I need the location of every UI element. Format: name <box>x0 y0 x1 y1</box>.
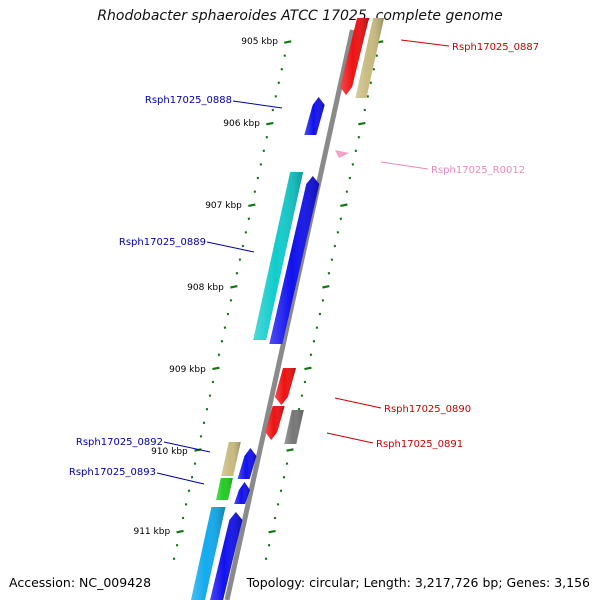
right-tick-mark <box>268 529 276 534</box>
svg-text:Rsph17025_0892: Rsph17025_0892 <box>76 437 163 448</box>
gene-label-Rsph17025_0889: Rsph17025_0889 <box>119 237 255 253</box>
orf-khaki-orf-0892 <box>221 442 241 476</box>
svg-text:Rsph17025_0889: Rsph17025_0889 <box>119 237 206 248</box>
left-tick-mark <box>230 285 238 289</box>
gene-label-Rsph17025_0887: Rsph17025_0887 <box>400 39 539 53</box>
gene-Rsph17025_0891 <box>265 406 285 440</box>
gene-Rsph17025_0889 <box>269 176 320 344</box>
tick-label-4: 908 kbp <box>187 283 224 293</box>
genome-backbone <box>224 29 355 600</box>
tick-label-6: 910 kbp <box>151 447 188 457</box>
tick-label-1: 905 kbp <box>241 37 278 47</box>
genome-title: Rhodobacter sphaeroides ATCC 17025, comp… <box>97 8 503 24</box>
gene-blue-bottom <box>210 512 243 600</box>
orf-gray-orf-0891 <box>284 410 304 444</box>
orf-khaki-orf-top <box>355 18 385 98</box>
svg-text:Rsph17025_R0012: Rsph17025_R0012 <box>431 165 525 176</box>
tick-label-5: 909 kbp <box>169 365 206 375</box>
gene-label-Rsph17025_0890: Rsph17025_0890 <box>334 397 471 415</box>
genome-summary: Topology: circular; Length: 3,217,726 bp… <box>246 575 590 590</box>
svg-text:Rsph17025_0893: Rsph17025_0893 <box>69 467 156 478</box>
gene-label-Rsph17025_0891: Rsph17025_0891 <box>326 432 463 450</box>
right-tick-mark <box>340 203 348 207</box>
gene-labels: Rsph17025_0887 Rsph17025_0888 Rsph17025_R0… <box>69 39 539 485</box>
tick-label-2: 906 kbp <box>223 119 260 129</box>
gene-Rsph17025_0887 <box>340 18 370 95</box>
gene-Rsph17025_0893 <box>234 482 250 504</box>
left-tick-mark <box>248 203 256 207</box>
gene-Rsph17025_0892 <box>237 448 257 479</box>
gene-Rsph17025_0890 <box>274 368 297 405</box>
gene-label-Rsph17025_R0012: Rsph17025_R0012 <box>380 161 525 176</box>
right-tick-mark <box>286 448 294 452</box>
tick-track <box>172 40 384 561</box>
tick-label-7: 911 kbp <box>133 527 170 537</box>
orf-cyan-orf-0889 <box>253 172 304 340</box>
backbone-line <box>224 29 355 600</box>
left-tick-mark <box>266 121 274 126</box>
tick-labels: 905 kbp 906 kbp 907 kbp 908 kbp 909 kbp 910 k… <box>133 37 278 537</box>
left-tick-mark <box>284 40 292 44</box>
gene-Rsph17025_0888 <box>304 97 325 135</box>
right-tick-mark <box>322 285 330 289</box>
orf-skyblue-orf-bottom <box>190 507 226 600</box>
gene-label-Rsph17025_0893: Rsph17025_0893 <box>69 467 205 485</box>
svg-text:Rsph17025_0891: Rsph17025_0891 <box>376 439 463 450</box>
right-tick-mark <box>304 366 312 371</box>
gene-label-Rsph17025_0892: Rsph17025_0892 <box>76 437 211 453</box>
left-tick-mark <box>176 529 184 534</box>
feature-track <box>190 18 385 600</box>
left-tick-mark <box>212 366 220 371</box>
svg-text:Rsph17025_0888: Rsph17025_0888 <box>145 95 232 106</box>
tick-label-3: 907 kbp <box>205 201 242 211</box>
orf-green-orf-0893 <box>216 478 233 500</box>
svg-text:Rsph17025_0887: Rsph17025_0887 <box>452 42 539 53</box>
right-tick-mark <box>358 121 366 126</box>
gene-label-Rsph17025_0888: Rsph17025_0888 <box>145 95 283 109</box>
accession-label: Accession: NC_009428 <box>9 575 152 590</box>
gene-Rsph17025_R0012 <box>335 150 349 158</box>
svg-text:Rsph17025_0890: Rsph17025_0890 <box>384 404 471 415</box>
